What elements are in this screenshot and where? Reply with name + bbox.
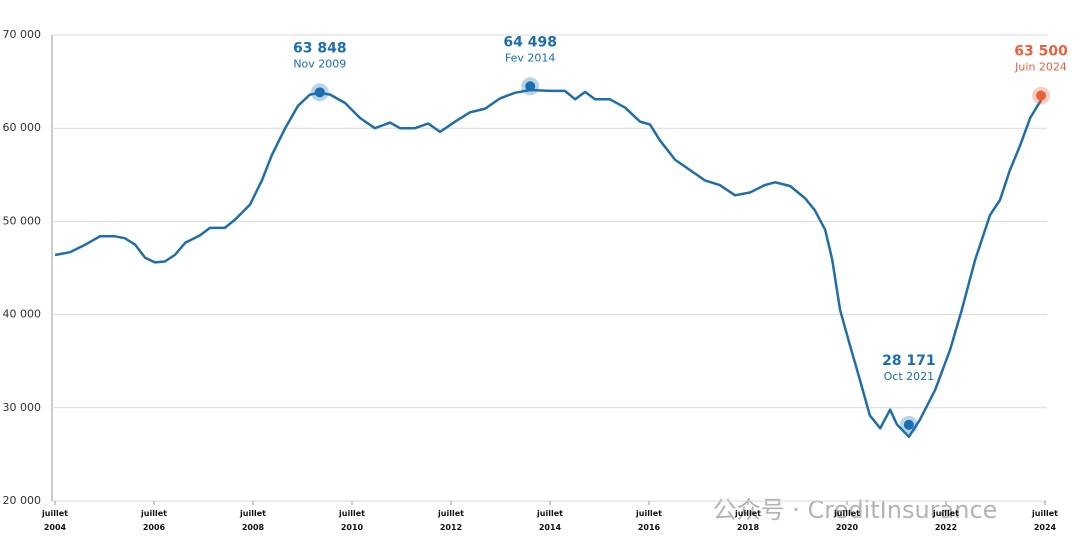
y-tick-label: 40 000 [3,308,42,321]
y-tick-label: 70 000 [3,28,42,41]
x-tick-label: juillet 2004 [41,509,68,532]
annotation-date: Fev 2014 [505,51,556,64]
annotation-marker [1036,90,1047,101]
x-tick-label: juillet 2022 [932,509,959,532]
annotation-value: 64 498 [503,34,557,50]
annotation-marker [314,87,325,98]
annotation-date: Nov 2009 [293,57,346,70]
line-series [54,88,1043,438]
x-tick-label: juillet 2014 [536,509,563,532]
x-tick-label: juillet 2006 [140,509,167,532]
annotation-value: 28 171 [882,353,936,369]
annotation-date: Juin 2024 [1014,61,1067,74]
x-tick-label: juillet 2010 [338,509,365,532]
annotation-value: 63 848 [293,40,347,56]
x-tick-label: juillet 2008 [239,509,266,532]
y-tick-label: 50 000 [3,214,42,227]
y-tick-label: 20 000 [3,494,42,507]
x-tick-label: juillet 2016 [635,509,662,532]
x-tick-label: juillet 2024 [1031,509,1058,532]
annotation-marker [903,419,914,430]
y-tick-label: 30 000 [3,401,42,414]
annotation-date: Oct 2021 [884,370,935,383]
annotation-marker [525,81,536,92]
x-tick-label: juillet 2018 [734,509,761,532]
y-tick-label: 60 000 [3,121,42,134]
x-tick-label: juillet 2012 [437,509,464,532]
x-tick-label: juillet 2020 [833,509,860,532]
annotation-value: 63 500 [1014,44,1068,60]
